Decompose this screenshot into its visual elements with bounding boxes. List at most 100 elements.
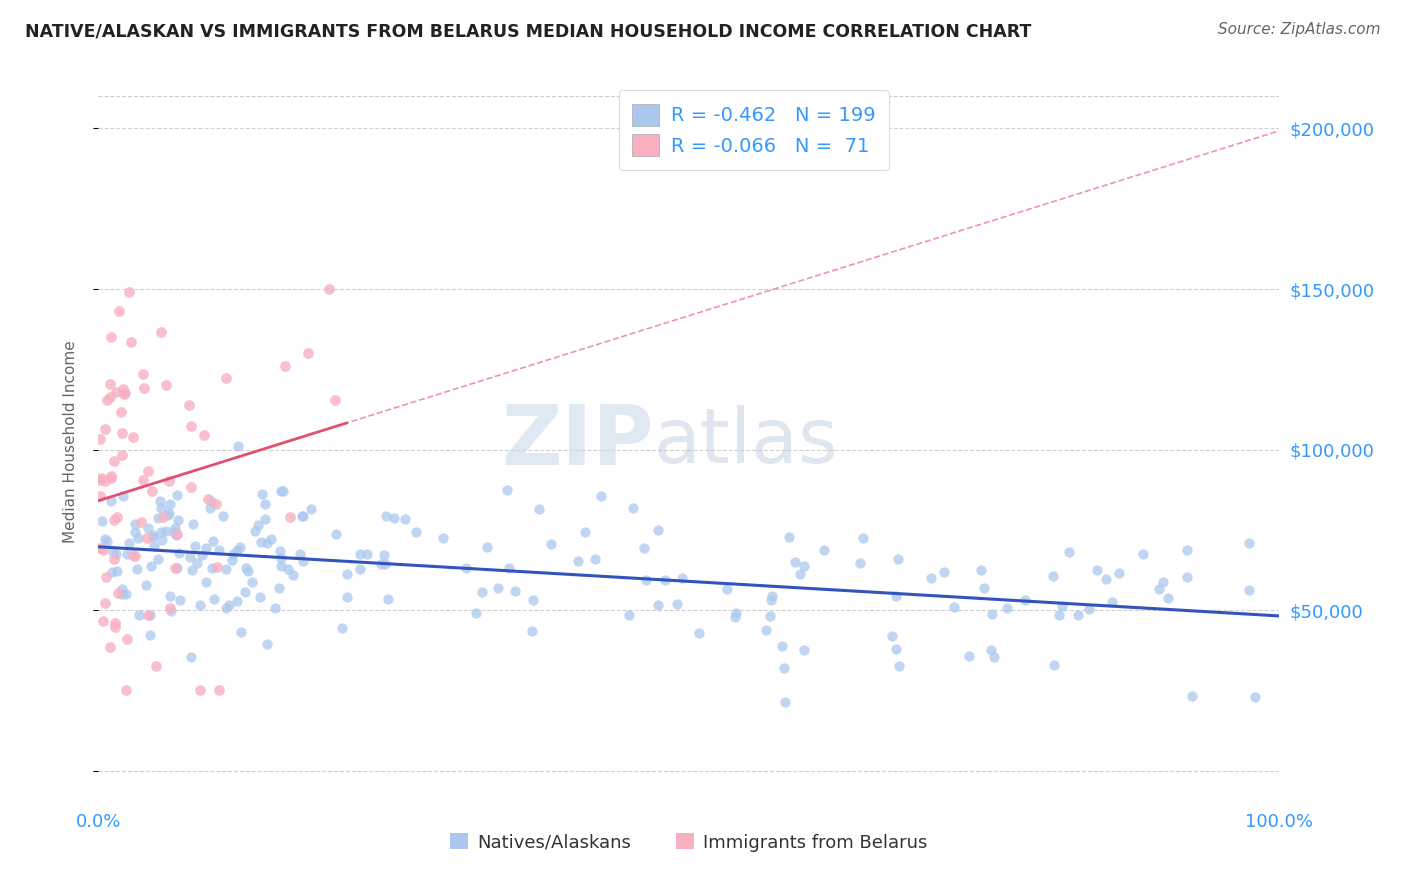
Point xyxy=(226,594,249,608)
Point xyxy=(96,392,118,407)
Point xyxy=(111,489,134,503)
Point xyxy=(496,483,519,497)
Point xyxy=(394,512,416,526)
Point xyxy=(107,303,129,318)
Point xyxy=(218,599,240,613)
Point xyxy=(135,578,157,592)
Point xyxy=(200,494,222,508)
Point xyxy=(114,587,136,601)
Point xyxy=(145,659,167,673)
Point xyxy=(127,531,149,545)
Point xyxy=(471,585,494,599)
Point xyxy=(94,475,117,489)
Point xyxy=(136,521,159,535)
Point xyxy=(647,523,669,537)
Point xyxy=(163,521,186,535)
Point xyxy=(150,500,173,515)
Point xyxy=(146,510,169,524)
Point xyxy=(207,560,229,574)
Point xyxy=(115,683,138,698)
Point xyxy=(96,534,118,549)
Point xyxy=(166,561,188,575)
Point xyxy=(104,384,127,399)
Point xyxy=(188,598,211,612)
Point xyxy=(250,535,273,549)
Point xyxy=(1108,566,1130,580)
Point xyxy=(238,564,260,578)
Point xyxy=(149,525,172,540)
Point xyxy=(235,561,257,575)
Point xyxy=(382,511,405,525)
Point xyxy=(249,590,271,604)
Point xyxy=(94,596,117,610)
Point xyxy=(574,525,596,540)
Point xyxy=(725,607,748,621)
Point xyxy=(486,581,509,595)
Point xyxy=(94,422,117,436)
Point xyxy=(181,517,204,532)
Point xyxy=(91,614,114,628)
Point xyxy=(100,330,122,344)
Point xyxy=(250,487,273,501)
Text: atlas: atlas xyxy=(654,405,838,478)
Point xyxy=(208,543,231,558)
Point xyxy=(716,582,738,597)
Point xyxy=(970,563,993,577)
Point xyxy=(159,589,181,603)
Point xyxy=(159,604,181,618)
Point xyxy=(540,537,562,551)
Point xyxy=(299,502,322,516)
Point xyxy=(349,562,371,576)
Point xyxy=(194,541,217,555)
Point xyxy=(165,561,187,575)
Point xyxy=(793,642,815,657)
Point xyxy=(1101,595,1123,609)
Point xyxy=(121,548,143,562)
Point xyxy=(215,371,238,385)
Point xyxy=(228,540,250,554)
Point xyxy=(91,514,114,528)
Point xyxy=(260,532,283,546)
Point xyxy=(527,502,550,516)
Point xyxy=(221,553,243,567)
Point xyxy=(104,547,127,561)
Point xyxy=(129,515,152,529)
Point xyxy=(1042,569,1064,583)
Point xyxy=(89,432,111,446)
Point xyxy=(793,559,815,574)
Point xyxy=(617,608,640,623)
Point xyxy=(1132,547,1154,561)
Point xyxy=(983,649,1005,664)
Point xyxy=(132,473,155,487)
Point xyxy=(105,564,128,578)
Point xyxy=(636,573,658,587)
Point xyxy=(589,489,612,503)
Point xyxy=(503,583,526,598)
Point xyxy=(943,599,966,614)
Point xyxy=(127,562,149,576)
Point xyxy=(269,544,291,558)
Point xyxy=(1175,542,1198,557)
Point xyxy=(283,568,305,582)
Point xyxy=(163,524,186,539)
Point xyxy=(273,484,295,499)
Point xyxy=(124,549,146,563)
Point xyxy=(128,607,150,622)
Point xyxy=(186,557,208,571)
Point xyxy=(1085,563,1108,577)
Point xyxy=(122,430,145,444)
Point xyxy=(165,528,187,542)
Point xyxy=(270,559,292,574)
Point xyxy=(783,555,806,569)
Point xyxy=(111,448,134,462)
Y-axis label: Median Household Income: Median Household Income xyxy=(63,340,77,543)
Point xyxy=(100,471,122,485)
Point xyxy=(150,533,173,548)
Point xyxy=(256,536,278,550)
Point xyxy=(520,624,543,638)
Point xyxy=(141,531,163,545)
Point xyxy=(118,535,141,549)
Text: NATIVE/ALASKAN VS IMMIGRANTS FROM BELARUS MEDIAN HOUSEHOLD INCOME CORRELATION CH: NATIVE/ALASKAN VS IMMIGRANTS FROM BELARU… xyxy=(25,22,1032,40)
Point xyxy=(957,649,980,664)
Point xyxy=(1078,601,1101,615)
